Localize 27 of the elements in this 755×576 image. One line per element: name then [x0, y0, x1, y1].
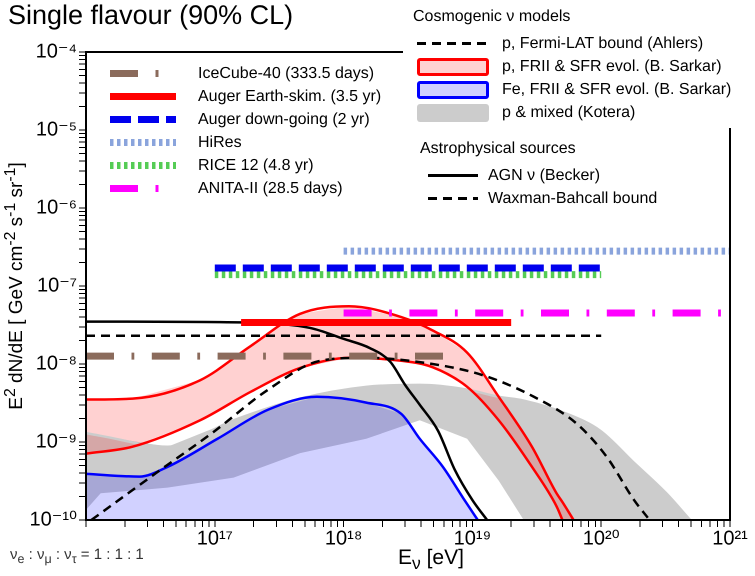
y-tick-label: 10⁻⁴	[36, 40, 77, 63]
text: ν$_{e}$ : ν$_{μ}$ : ν$_{τ}$ = 1 : 1 : 1	[10, 546, 144, 566]
y-tick-label: 10⁻⁶	[36, 196, 77, 219]
y-tick-label: 10⁻⁸	[36, 352, 77, 375]
y-tick-label: 10⁻⁹	[36, 430, 77, 453]
legend-label: p, Fermi-LAT bound (Ahlers)	[502, 34, 704, 52]
y-tick-label: 10⁻¹⁰	[30, 508, 77, 531]
text: Astrophysical sources	[420, 140, 576, 157]
legend-label: ANITA-II (28.5 days)	[198, 180, 343, 198]
text: Cosmogenic ν models	[413, 8, 570, 25]
legend-label: Auger Earth-skim. (3.5 yr)	[198, 88, 382, 106]
y-tick-label: 10⁻⁷	[36, 274, 77, 297]
x-tick-label: 10²⁰	[582, 528, 620, 550]
x-tick-label: 10¹⁷	[196, 528, 233, 550]
x-tick-label: 10²¹	[712, 528, 748, 550]
legend-label: Waxman-Bahcall bound	[488, 190, 658, 208]
legend-label: AGN ν (Becker)	[488, 166, 600, 184]
y-tick-label: 10⁻⁵	[36, 118, 77, 141]
chart-title: Single flavour (90% CL)	[8, 0, 294, 31]
legend-label: HiRes	[198, 134, 242, 152]
legend-label: p & mixed (Kotera)	[502, 104, 636, 122]
legend-label: RICE 12 (4.8 yr)	[198, 156, 314, 174]
legend-label: Auger down-going (2 yr)	[198, 110, 370, 128]
legend-label: IceCube-40 (333.5 days)	[198, 64, 374, 82]
x-tick-label: 10¹⁸	[324, 528, 362, 550]
legend-label: Fe, FRII & SFR evol. (B. Sarkar)	[502, 80, 732, 98]
legend-label: p, FRII & SFR evol. (B. Sarkar)	[502, 58, 722, 76]
